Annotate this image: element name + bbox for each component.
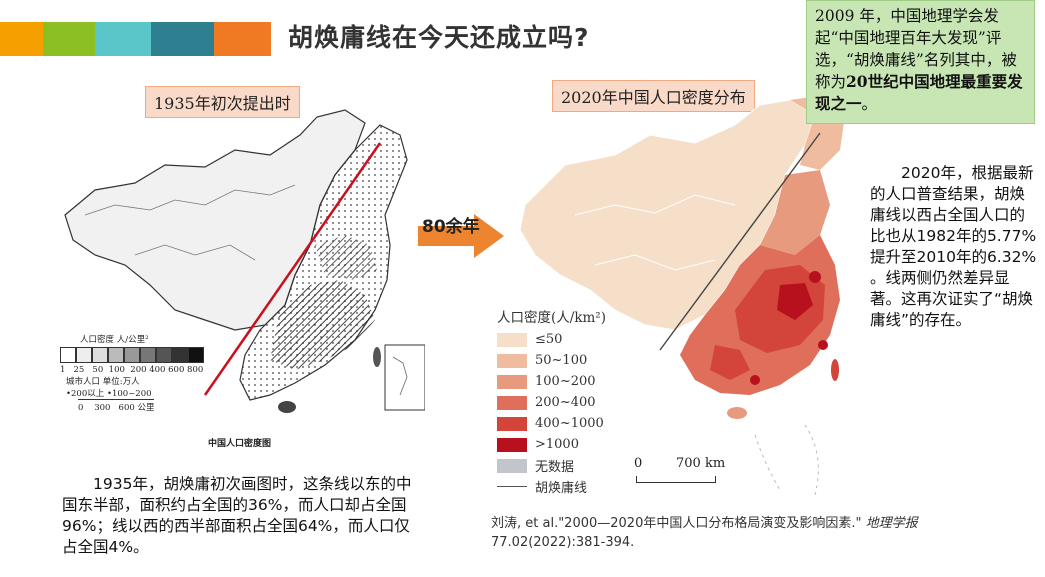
legend-swatch <box>124 347 140 363</box>
note-end: 。 <box>861 95 878 113</box>
legend-swatch <box>497 353 527 368</box>
legend-swatch <box>172 347 188 363</box>
legend-swatch <box>497 416 527 431</box>
legend-item: >1000 <box>497 434 606 455</box>
legend-swatch <box>60 347 76 363</box>
citation-text: 刘涛, et al."2000—2020年中国人口分布格局演变及影响因素." <box>491 516 862 531</box>
arrow-label: 80余年 <box>422 217 480 237</box>
right-paragraph: 2020年，根据最新的人口普查结果，胡焕庸线以西占全国人口的比也从1982年的5… <box>870 164 1037 329</box>
legend-swatch <box>188 347 204 363</box>
scale-line <box>636 476 716 483</box>
legend-item: ≤50 <box>497 329 606 350</box>
note-box: 2009 年，中国地理学会发起“中国地理百年大发现”评选，“胡焕庸线”名列其中，… <box>806 0 1035 124</box>
accent-bars <box>0 22 271 56</box>
legend-item: 400~1000 <box>497 413 606 434</box>
accent-bar <box>43 22 95 56</box>
accent-bar <box>151 22 214 56</box>
legend-item-label: 400~1000 <box>535 416 604 431</box>
legend-line <box>497 486 527 487</box>
map-1935 <box>64 109 425 413</box>
legend-swatch <box>108 347 124 363</box>
note-bold: 20世纪中国地理最重要发现之一 <box>815 72 1023 113</box>
bottom-paragraph: 1935年，胡焕庸初次画图时，这条线以东的中国东半部，面积约占全国的36%，而人… <box>62 475 412 556</box>
legend-swatch <box>497 374 527 389</box>
accent-bar <box>0 22 43 56</box>
legend-swatch <box>497 332 527 347</box>
hu-line-1935 <box>203 142 382 396</box>
legend-swatches <box>60 347 204 363</box>
hu-line-2020 <box>659 132 821 351</box>
south-sea-inset <box>384 344 425 411</box>
map-2020 <box>519 95 845 496</box>
legend-swatch <box>156 347 172 363</box>
accent-bar <box>95 22 151 56</box>
legend-item: 50~100 <box>497 350 606 371</box>
legend-item: 无数据 <box>497 455 606 476</box>
citation-journal: 地理学报 <box>865 516 918 531</box>
legend-swatch <box>497 395 527 410</box>
note-text: 2009 年，中国地理学会发起“中国地理百年大发现”评选，“胡焕庸线”名列其中，… <box>815 7 1017 91</box>
legend-swatch <box>140 347 156 363</box>
legend-item-label: 50~100 <box>535 353 588 368</box>
page-title: 胡焕庸线在今天还成立吗? <box>288 23 590 52</box>
scale-bar-1935: 0 300 600 公里 <box>78 399 155 413</box>
left-map-legend: 人口密度 人/公里² 1 25 50 100 200 400 600 800 城… <box>60 333 204 413</box>
legend-swatch <box>76 347 92 363</box>
legend-swatch <box>497 458 527 473</box>
legend-item: 100~200 <box>497 371 606 392</box>
legend-item-label: 胡焕庸线 <box>535 481 588 496</box>
accent-bar <box>214 22 271 56</box>
legend-item-label: 无数据 <box>535 460 575 475</box>
map-caption: 中国人口密度图 <box>208 439 272 449</box>
citation-volume: 77.02(2022):381-394. <box>491 535 635 550</box>
time-arrow: 80余年 <box>418 214 506 258</box>
legend-title: 人口密度(人/km²) <box>497 310 606 326</box>
legend-item-label: 100~200 <box>535 374 596 389</box>
legend-item-label: >1000 <box>535 437 579 452</box>
legend-ticks: 1 25 50 100 200 400 600 800 <box>60 365 204 375</box>
legend-item-label: 200~400 <box>535 395 596 410</box>
city-label: 城市人口 单位:万人 <box>66 377 140 387</box>
right-map-label: 2020年中国人口密度分布 <box>552 80 755 112</box>
left-map-label: 1935年初次提出时 <box>145 86 300 118</box>
legend-item: 200~400 <box>497 392 606 413</box>
legend-item-label: ≤50 <box>535 332 563 347</box>
scale-dist: 700 km <box>676 456 726 471</box>
legend-item: 胡焕庸线 <box>497 476 606 497</box>
scale-zero: 0 <box>634 456 643 471</box>
city-items: •200以上 •100~200 <box>66 389 152 399</box>
legend-swatch <box>92 347 108 363</box>
legend-swatch <box>497 437 527 452</box>
right-map-legend: 人口密度(人/km²) ≤50 50~100 100~200 200~400 4… <box>497 306 606 497</box>
legend-title: 人口密度 人/公里² <box>80 335 149 345</box>
citation: 刘涛, et al."2000—2020年中国人口分布格局演变及影响因素." 地… <box>491 514 918 552</box>
